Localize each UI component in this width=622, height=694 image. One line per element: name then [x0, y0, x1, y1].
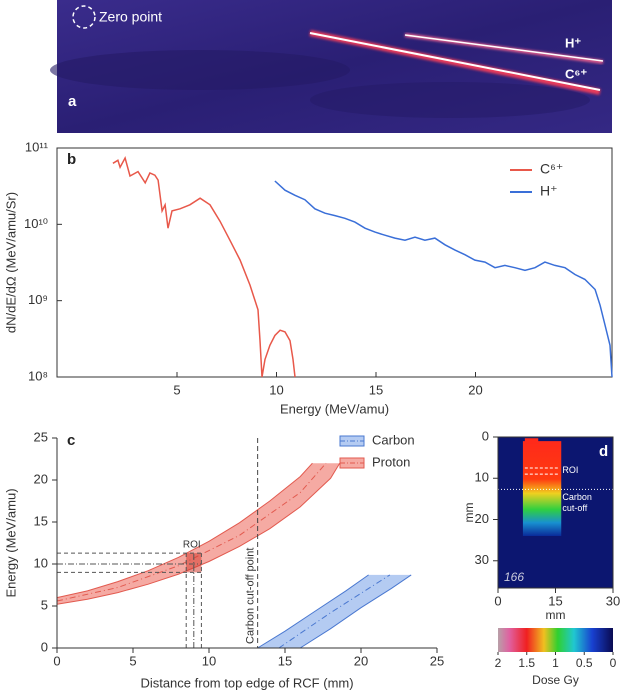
- band-center: [278, 574, 391, 649]
- y-tick-label: 0: [41, 639, 48, 654]
- colorbar-tick-label: 1.5: [518, 656, 535, 670]
- x-tick-label: 10: [202, 653, 216, 668]
- panel-label: c: [67, 432, 75, 449]
- legend-label: H⁺: [540, 183, 558, 199]
- x-tick-label: 5: [173, 382, 180, 397]
- panel-label: b: [67, 151, 76, 168]
- x-axis-label: Distance from top edge of RCF (mm): [140, 675, 353, 690]
- y-tick-label: 10⁹: [28, 292, 48, 307]
- y-tick-label: 15: [34, 513, 48, 528]
- y-axis-label: dN/dE/dΩ (MeV/amu/Sr): [3, 192, 18, 333]
- band-center: [56, 462, 327, 602]
- panel-label: d: [599, 443, 608, 460]
- y-tick-label: 20: [475, 511, 489, 526]
- dose-signal: [522, 441, 562, 537]
- image-texture: [310, 82, 590, 118]
- y-tick-label: 10¹⁰: [24, 216, 48, 231]
- zero-point-marker: [72, 5, 96, 29]
- colorbar-label: Dose Gy: [532, 673, 579, 687]
- legend-label: C⁶⁺: [540, 161, 563, 177]
- band-fill: [57, 463, 340, 605]
- zero-point-label: Zero point: [99, 9, 162, 25]
- x-tick-label: 15: [369, 382, 383, 397]
- x-tick-label: 30: [606, 593, 620, 608]
- colorbar-tick-label: 1: [552, 656, 559, 670]
- colorbar: [498, 628, 613, 652]
- band-fill: [257, 574, 412, 648]
- y-axis-label: Energy (MeV/amu): [3, 488, 18, 597]
- cutoff-label: Carbon cut-off point: [245, 548, 257, 644]
- series-line: [112, 156, 296, 378]
- plot-frame: [56, 147, 613, 378]
- x-tick-label: 20: [354, 653, 368, 668]
- roi-label: ROI: [183, 540, 201, 551]
- band-upper-edge: [257, 574, 369, 649]
- y-tick-label: 10: [475, 470, 489, 485]
- y-tick-label: 10: [34, 555, 48, 570]
- x-tick-label: 15: [278, 653, 292, 668]
- x-tick-label: 0: [494, 593, 501, 608]
- beam-label: H⁺: [565, 35, 581, 50]
- x-tick-label: 25: [430, 653, 444, 668]
- image-texture: [50, 50, 350, 90]
- dose-signal-top: [524, 438, 539, 444]
- panel-label: a: [68, 93, 77, 110]
- band-upper-edge: [56, 462, 313, 599]
- y-tick-label: 10¹¹: [25, 139, 49, 154]
- x-tick-label: 20: [468, 382, 482, 397]
- x-axis-label: Energy (MeV/amu): [280, 401, 389, 416]
- y-axis-label: mm: [462, 503, 476, 523]
- roi-label: ROI: [562, 465, 578, 475]
- x-tick-label: 10: [269, 382, 283, 397]
- cutoff-label: cut-off: [562, 503, 587, 513]
- panel-a: Zero point H⁺ C⁶⁺ a: [50, 0, 612, 133]
- legend-label: Carbon: [372, 432, 415, 447]
- band-lower-edge: [56, 462, 341, 605]
- y-tick-label: 0: [482, 428, 489, 443]
- colorbar-tick-label: 2: [495, 656, 502, 670]
- cutoff-label: Carbon: [562, 492, 592, 502]
- legend-label: Proton: [372, 454, 410, 469]
- x-tick-label: 15: [548, 593, 562, 608]
- beam-label: C⁶⁺: [565, 66, 587, 81]
- y-tick-label: 5: [41, 597, 48, 612]
- colorbar-tick-label: 0: [610, 656, 617, 670]
- series-line: [274, 180, 613, 378]
- x-tick-label: 0: [53, 653, 60, 668]
- band-lower-edge: [299, 574, 412, 649]
- y-tick-label: 25: [34, 429, 48, 444]
- carbon-trace: [309, 32, 601, 91]
- y-tick-label: 30: [475, 552, 489, 567]
- y-tick-label: 10⁸: [28, 368, 48, 383]
- y-tick-label: 20: [34, 471, 48, 486]
- film-marking: 166: [504, 570, 524, 584]
- x-tick-label: 5: [129, 653, 136, 668]
- x-axis-label: mm: [546, 608, 566, 622]
- colorbar-tick-label: 0.5: [576, 656, 593, 670]
- proton-trace: [404, 34, 604, 62]
- plot-frame: [497, 436, 614, 589]
